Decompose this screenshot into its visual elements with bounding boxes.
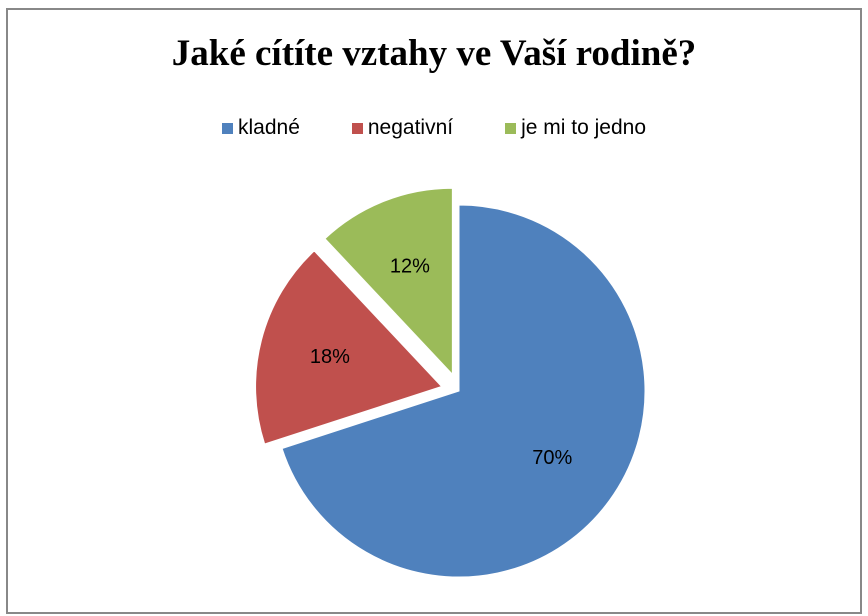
pie-slice bbox=[255, 250, 443, 445]
pie-slice-label: 18% bbox=[310, 346, 350, 368]
legend-swatch bbox=[505, 122, 517, 134]
legend-swatch bbox=[351, 122, 363, 134]
legend-label: negativní bbox=[367, 116, 454, 139]
legend-label: kladné bbox=[237, 116, 300, 139]
legend-label: je mi to jedno bbox=[521, 116, 647, 139]
legend-item: je mi to jedno bbox=[505, 116, 646, 140]
chart-title: Jaké cítíte vztahy ve Vaší rodině? bbox=[171, 33, 697, 74]
legend-swatch bbox=[221, 122, 233, 134]
pie-slice-label: 12% bbox=[390, 255, 430, 277]
legend: kladné negativní je mi to jedno bbox=[0, 116, 868, 140]
pie-slice-label: 70% bbox=[532, 447, 572, 469]
pie-slice bbox=[281, 204, 646, 578]
legend-item: kladné bbox=[221, 116, 300, 140]
legend-item: negativní bbox=[351, 116, 454, 140]
pie-slice bbox=[324, 187, 453, 376]
